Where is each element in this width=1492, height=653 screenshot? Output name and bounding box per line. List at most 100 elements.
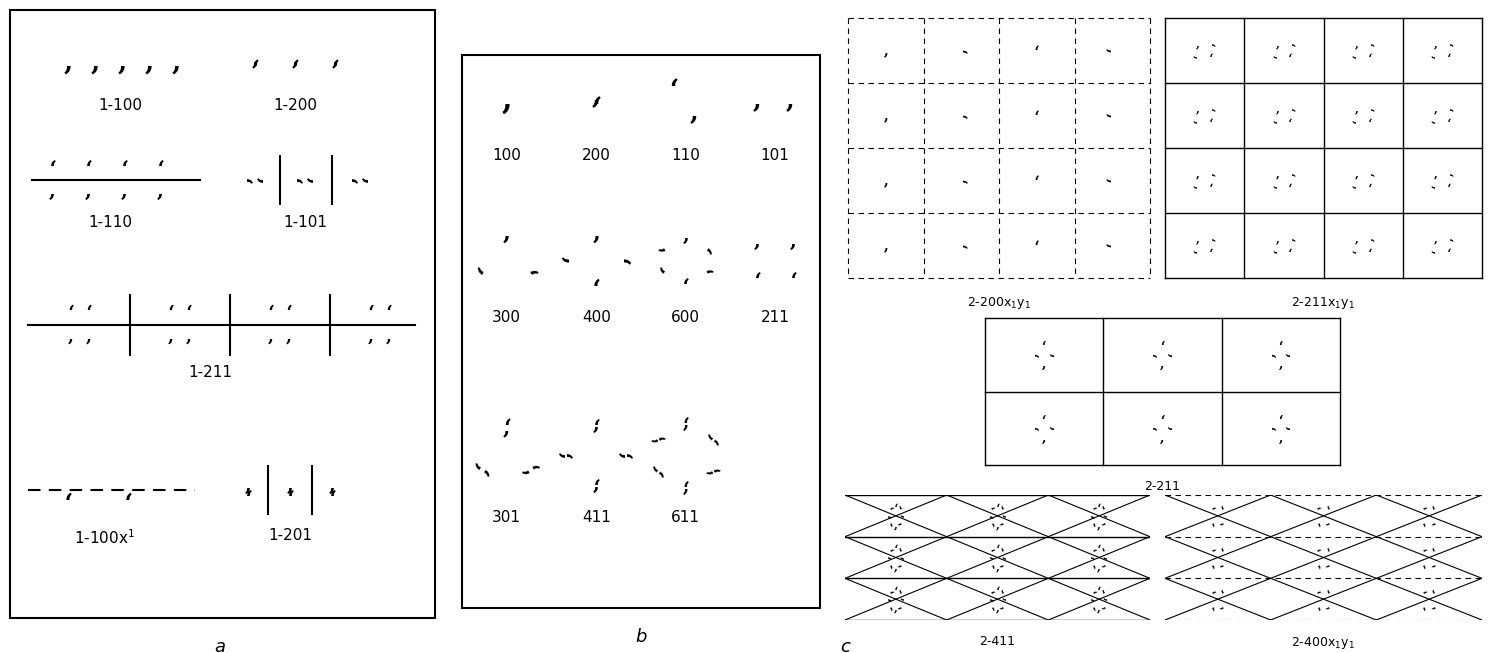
Text: ,: ,: [1206, 42, 1216, 46]
Text: ,: ,: [683, 478, 689, 496]
Text: 1-100: 1-100: [98, 98, 142, 113]
Text: ,: ,: [655, 240, 674, 255]
Text: ,: ,: [592, 416, 600, 434]
Text: ,: ,: [995, 603, 1000, 614]
Text: ,: ,: [1431, 250, 1441, 254]
Text: ,: ,: [1443, 42, 1455, 46]
Text: b: b: [636, 628, 646, 646]
Text: ,: ,: [1417, 600, 1428, 611]
Bar: [463, 55, 821, 608]
Text: ,: ,: [683, 414, 689, 432]
Text: ,: ,: [286, 487, 294, 505]
Text: ,: ,: [1219, 546, 1229, 556]
Text: ,: ,: [237, 176, 255, 183]
Text: ,: ,: [704, 464, 722, 478]
Text: ,: ,: [1100, 600, 1110, 611]
Text: ,: ,: [704, 432, 722, 446]
Text: ,: ,: [1219, 517, 1229, 528]
Text: ,: ,: [955, 48, 968, 53]
Text: ,: ,: [649, 432, 667, 446]
Text: ,: ,: [882, 514, 892, 518]
Text: ,: ,: [1041, 358, 1046, 372]
Text: 100: 100: [492, 148, 521, 163]
Text: ,: ,: [1161, 412, 1165, 424]
Text: ,: ,: [1355, 39, 1359, 50]
Text: ,: ,: [1325, 517, 1335, 528]
Text: ,: ,: [1431, 546, 1441, 556]
Text: ,: ,: [1097, 502, 1101, 513]
Text: ,: ,: [894, 603, 898, 614]
Text: ,: ,: [1325, 558, 1335, 569]
Text: ,: ,: [995, 584, 1000, 596]
Text: ,: ,: [995, 561, 1000, 572]
Text: ,: ,: [1311, 600, 1322, 611]
Text: ,: ,: [612, 256, 633, 264]
Text: ,: ,: [1279, 338, 1283, 351]
Text: ,: ,: [369, 328, 374, 345]
Text: 400: 400: [582, 310, 610, 325]
Text: ,: ,: [1417, 588, 1428, 598]
Text: ,: ,: [670, 76, 677, 100]
Text: ,: ,: [1206, 517, 1217, 528]
Text: ,: ,: [1434, 234, 1438, 245]
Text: ,: ,: [172, 50, 181, 74]
Text: ,: ,: [1352, 250, 1362, 254]
Text: ,: ,: [885, 517, 895, 528]
Text: ,: ,: [1443, 237, 1455, 241]
Text: ,: ,: [473, 264, 495, 282]
Text: ,: ,: [1209, 116, 1213, 127]
Text: ,: ,: [1368, 246, 1371, 257]
Text: 2-211x$_1$y$_1$: 2-211x$_1$y$_1$: [1292, 295, 1356, 311]
Text: ,: ,: [1197, 39, 1200, 50]
Text: ,: ,: [1431, 120, 1441, 124]
Text: ,: ,: [169, 328, 175, 345]
Text: ,: ,: [1103, 556, 1113, 560]
Text: ,: ,: [1047, 353, 1061, 357]
Text: ,: ,: [360, 176, 377, 183]
Text: ,: ,: [1161, 432, 1165, 445]
Text: ,: ,: [1364, 237, 1376, 241]
Text: ,: ,: [998, 600, 1009, 611]
Text: ,: ,: [1264, 426, 1277, 430]
Text: ,: ,: [1192, 185, 1204, 189]
Text: ,: ,: [87, 328, 93, 345]
Text: ,: ,: [1285, 42, 1295, 46]
Text: 110: 110: [671, 148, 700, 163]
Text: ,: ,: [1034, 238, 1038, 253]
Text: ,: ,: [683, 414, 689, 432]
Text: ,: ,: [1364, 107, 1376, 111]
Text: ,: ,: [900, 556, 910, 560]
Text: ,: ,: [1273, 120, 1283, 124]
Text: ,: ,: [897, 588, 907, 598]
Text: ,: ,: [1028, 426, 1040, 430]
Text: ,: ,: [1097, 561, 1101, 572]
Text: ,: ,: [328, 487, 336, 505]
Text: ,: ,: [245, 487, 251, 505]
Text: ,: ,: [983, 514, 994, 518]
Text: ,: ,: [69, 302, 75, 319]
Text: ,: ,: [1206, 558, 1217, 569]
Text: ,: ,: [1206, 600, 1217, 611]
Text: ,: ,: [63, 50, 73, 74]
Text: ,: ,: [1311, 504, 1322, 515]
Text: ,: ,: [85, 157, 91, 175]
Text: ,: ,: [291, 48, 298, 68]
Text: ,: ,: [1288, 52, 1292, 63]
Text: ,: ,: [1417, 558, 1428, 569]
Text: ,: ,: [986, 588, 997, 598]
Text: ,: ,: [1431, 55, 1441, 59]
Text: ,: ,: [1352, 55, 1362, 59]
Text: ,: ,: [883, 238, 888, 253]
Text: ,: ,: [304, 176, 322, 183]
Text: c: c: [840, 638, 850, 653]
Text: ,: ,: [1219, 588, 1229, 598]
Text: ,: ,: [649, 432, 667, 446]
Text: ,: ,: [1219, 600, 1229, 611]
Text: ,: ,: [883, 44, 888, 57]
Text: ,: ,: [286, 477, 294, 495]
Text: ,: ,: [251, 58, 258, 78]
Text: ,: ,: [1447, 52, 1450, 63]
Text: 411: 411: [582, 510, 610, 525]
Text: ,: ,: [1197, 104, 1200, 115]
Text: ,: ,: [1146, 353, 1159, 357]
